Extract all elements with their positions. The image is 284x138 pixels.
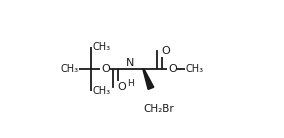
Text: CH₃: CH₃ [185,64,204,74]
Text: CH₃: CH₃ [60,64,78,74]
Text: O: O [101,64,110,74]
Polygon shape [143,69,154,89]
Text: O: O [118,82,126,92]
Text: CH₃: CH₃ [92,86,110,96]
Text: CH₃: CH₃ [92,42,110,52]
Text: O: O [168,64,177,74]
Text: CH₂Br: CH₂Br [143,104,174,114]
Text: O: O [162,46,170,56]
Text: N: N [126,58,134,68]
Text: H: H [127,79,134,88]
